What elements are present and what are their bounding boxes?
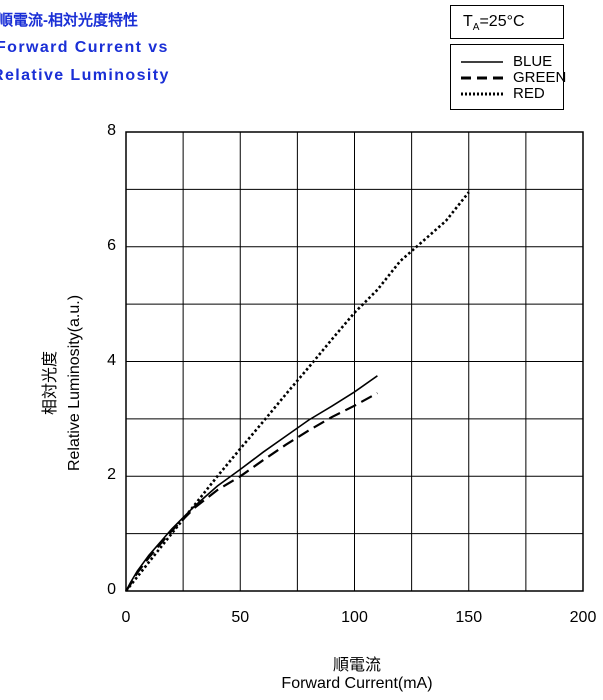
legend-label-green: GREEN bbox=[513, 69, 567, 86]
y-tick-label: 2 bbox=[107, 466, 116, 484]
x-tick-label: 100 bbox=[341, 609, 368, 626]
legend: BLUE GREEN RED bbox=[450, 44, 566, 110]
x-tick-label: 0 bbox=[121, 609, 131, 626]
series-line-red bbox=[124, 191, 470, 592]
y-axis-title-en: Relative Luminosity(a.u.) bbox=[66, 294, 83, 472]
temperature-condition-box: TA=25°C bbox=[450, 5, 564, 39]
series-line-blue bbox=[125, 375, 378, 592]
x-axis-title-jp: 順電流 bbox=[332, 657, 381, 674]
chart-title-en-line2: Relative Luminosity bbox=[0, 67, 170, 84]
x-tick-label: 150 bbox=[455, 609, 483, 626]
plot-frame bbox=[125, 131, 584, 592]
legend-swatch-dotted bbox=[461, 92, 503, 96]
chart-title-en-line1: Forward Current vs bbox=[0, 39, 169, 56]
x-tick-label: 50 bbox=[231, 609, 250, 626]
y-axis-title: 相対光度 Relative Luminosity(a.u.) bbox=[36, 207, 84, 471]
y-tick-label: 0 bbox=[107, 581, 116, 598]
y-tick-label: 4 bbox=[107, 351, 116, 369]
legend-item-blue: BLUE bbox=[457, 53, 561, 70]
condition-value: =25°C bbox=[479, 13, 525, 30]
condition-subscript: A bbox=[472, 22, 480, 34]
legend-item-green: GREEN bbox=[457, 70, 566, 85]
chart-title-jp: 順電流-相対光度特性 bbox=[0, 12, 138, 29]
condition-label: T bbox=[463, 13, 473, 30]
y-tick-label: 8 bbox=[107, 122, 116, 139]
x-tick-label: 200 bbox=[569, 609, 597, 626]
legend-item-red: RED bbox=[457, 85, 561, 102]
y-tick-label: 6 bbox=[107, 236, 116, 254]
legend-label-red: RED bbox=[513, 85, 545, 102]
series-line-green bbox=[125, 392, 378, 592]
legend-swatch-dashed bbox=[461, 76, 503, 80]
y-axis-title-jp: 相対光度 bbox=[42, 350, 59, 416]
legend-label-blue: BLUE bbox=[513, 53, 553, 70]
x-axis-title: Forward Current(mA) bbox=[281, 675, 433, 692]
legend-swatch-solid bbox=[461, 61, 503, 63]
